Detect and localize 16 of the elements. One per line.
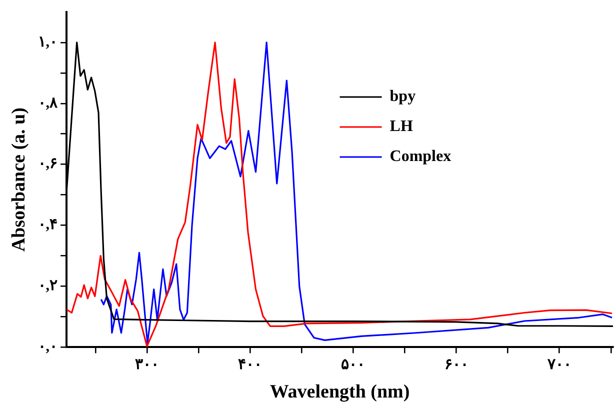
x-tick-label: ۶۰۰ [444, 357, 468, 374]
y-tick-label: ۰,۲ [38, 278, 58, 294]
y-axis-title: Absorbance (a. u) [8, 108, 30, 252]
y-tick-label: ۱,۰ [38, 34, 58, 50]
x-tick-label: ۴۰۰ [238, 357, 262, 374]
legend-label: Complex [390, 148, 452, 166]
x-tick-label: ۷۰۰ [546, 357, 572, 374]
x-tick-label: ۵۰۰ [341, 357, 366, 374]
x-tick-label: ۳۰۰ [134, 357, 159, 374]
x-axis-title: Wavelength (nm) [270, 382, 410, 403]
legend-label: LH [390, 118, 414, 136]
y-tick-label: ۰,۴ [38, 217, 58, 234]
y-tick-label: ۰,۰ [38, 339, 58, 356]
y-tick-label: ۰,۶ [38, 156, 58, 172]
legend-label: bpy [390, 88, 416, 106]
y-tick-label: ۰,۸ [38, 95, 59, 112]
